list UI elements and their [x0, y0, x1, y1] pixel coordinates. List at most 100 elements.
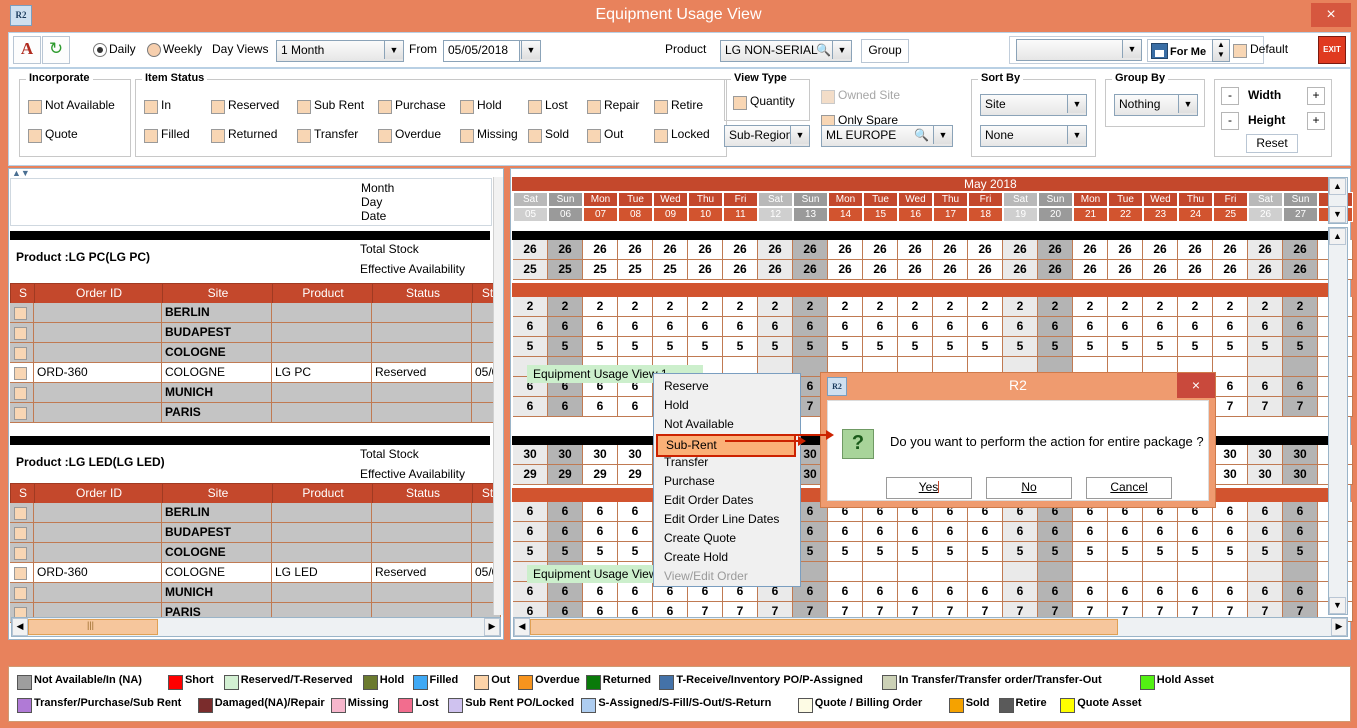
calendar-cell[interactable]: 2 — [1108, 297, 1143, 317]
calendar-cell[interactable]: 6 — [1003, 522, 1038, 542]
calendar-cell[interactable]: 6 — [1213, 317, 1248, 337]
checkbox-lost[interactable] — [528, 100, 542, 114]
refresh-icon[interactable]: ↻ — [42, 36, 70, 64]
calendar-day-header[interactable]: Mon — [1073, 192, 1108, 207]
scroll-right-icon[interactable]: ▶ — [1331, 618, 1347, 636]
column-header-product[interactable]: Product — [272, 283, 374, 305]
calendar-cell[interactable]: 30 — [1213, 465, 1248, 485]
calendar-cell[interactable]: 26 — [688, 240, 723, 260]
row-checkbox[interactable] — [14, 387, 27, 400]
calendar-body-vscrollbar[interactable]: ▲ ▼ — [1328, 227, 1348, 615]
calendar-cell[interactable]: 5 — [933, 542, 968, 562]
calendar-cell[interactable]: 5 — [618, 337, 653, 357]
calendar-cell[interactable]: 5 — [723, 337, 758, 357]
calendar-cell[interactable]: 2 — [898, 297, 933, 317]
calendar-cell[interactable]: 6 — [1178, 522, 1213, 542]
row-checkbox[interactable] — [14, 327, 27, 340]
calendar-day-header[interactable]: Mon — [583, 192, 618, 207]
calendar-cell[interactable]: 5 — [898, 542, 933, 562]
row-checkbox[interactable] — [14, 587, 27, 600]
scroll-left-icon[interactable]: ◀ — [514, 618, 530, 636]
calendar-cell[interactable]: 6 — [1178, 582, 1213, 602]
for-me-button[interactable]: For Me — [1147, 39, 1213, 62]
calendar-cell[interactable] — [1073, 562, 1108, 582]
column-header-status[interactable]: Status — [372, 483, 474, 505]
calendar-cell[interactable]: 6 — [513, 582, 548, 602]
from-date-dropdown[interactable]: ▼ — [519, 40, 541, 62]
sub-region-select[interactable]: Sub-Region ▼ — [724, 125, 810, 147]
calendar-cell[interactable]: 6 — [1213, 582, 1248, 602]
calendar-cell[interactable]: 2 — [548, 297, 583, 317]
calendar-cell[interactable]: 5 — [548, 542, 583, 562]
calendar-cell[interactable]: 5 — [1178, 542, 1213, 562]
calendar-cell[interactable] — [1213, 562, 1248, 582]
row-select-cell[interactable] — [10, 383, 34, 403]
calendar-cell[interactable]: 6 — [898, 522, 933, 542]
calendar-cell[interactable]: 26 — [828, 240, 863, 260]
row-select-cell[interactable] — [10, 543, 34, 563]
calendar-cell[interactable] — [1248, 357, 1283, 377]
column-header-product[interactable]: Product — [272, 483, 374, 505]
calendar-cell[interactable]: 30 — [1283, 445, 1318, 465]
calendar-cell[interactable]: 6 — [793, 582, 828, 602]
sort-by-secondary-select[interactable]: None ▼ — [980, 125, 1087, 147]
calendar-cell[interactable]: 6 — [1143, 582, 1178, 602]
calendar-cell[interactable]: 6 — [1213, 502, 1248, 522]
column-header-s[interactable]: S — [10, 283, 36, 305]
calendar-cell[interactable]: 6 — [583, 522, 618, 542]
calendar-day-header[interactable]: Sun — [548, 192, 583, 207]
calendar-cell[interactable]: 26 — [548, 240, 583, 260]
calendar-date-header[interactable]: 15 — [863, 207, 898, 222]
checkbox-returned[interactable] — [211, 129, 225, 143]
calendar-date-header[interactable]: 11 — [723, 207, 758, 222]
calendar-cell[interactable]: 26 — [723, 240, 758, 260]
calendar-cell[interactable]: 29 — [548, 465, 583, 485]
calendar-cell[interactable]: 2 — [1213, 297, 1248, 317]
calendar-cell[interactable]: 26 — [653, 240, 688, 260]
calendar-cell[interactable]: 6 — [1248, 522, 1283, 542]
chevron-down-icon[interactable]: ▼ — [832, 41, 851, 59]
calendar-cell[interactable]: 2 — [863, 297, 898, 317]
calendar-day-header[interactable]: Sat — [1003, 192, 1038, 207]
calendar-header-vscrollbar[interactable]: ▲ ▼ — [1328, 177, 1348, 224]
checkbox-quantity[interactable] — [733, 96, 747, 110]
radio-weekly[interactable] — [147, 43, 161, 57]
scroll-right-icon[interactable]: ▶ — [484, 618, 500, 636]
calendar-day-header[interactable]: Mon — [828, 192, 863, 207]
calendar-cell[interactable]: 5 — [688, 337, 723, 357]
calendar-cell[interactable]: 5 — [653, 337, 688, 357]
calendar-cell[interactable]: 6 — [653, 317, 688, 337]
calendar-cell[interactable]: 5 — [758, 337, 793, 357]
no-button[interactable]: No — [986, 477, 1072, 499]
calendar-cell[interactable]: 26 — [688, 260, 723, 280]
checkbox-not-available[interactable] — [28, 100, 42, 114]
calendar-date-header[interactable]: 08 — [618, 207, 653, 222]
font-icon[interactable]: A — [13, 36, 41, 64]
menu-item-reserve[interactable]: Reserve — [664, 379, 709, 393]
calendar-cell[interactable]: 5 — [1283, 542, 1318, 562]
checkbox-missing[interactable] — [460, 129, 474, 143]
chevron-down-icon[interactable]: ▼ — [790, 126, 809, 144]
calendar-cell[interactable]: 6 — [1283, 582, 1318, 602]
calendar-cell[interactable]: 26 — [1003, 260, 1038, 280]
calendar-cell[interactable]: 2 — [1283, 297, 1318, 317]
calendar-cell[interactable]: 5 — [1003, 337, 1038, 357]
calendar-cell[interactable]: 6 — [513, 522, 548, 542]
calendar-date-header[interactable]: 26 — [1248, 207, 1283, 222]
calendar-cell[interactable]: 26 — [583, 240, 618, 260]
calendar-cell[interactable]: 26 — [618, 240, 653, 260]
calendar-date-header[interactable]: 18 — [968, 207, 1003, 222]
calendar-cell[interactable]: 5 — [1143, 337, 1178, 357]
calendar-cell[interactable]: 6 — [1143, 522, 1178, 542]
calendar-cell[interactable]: 6 — [828, 582, 863, 602]
calendar-cell[interactable] — [1248, 562, 1283, 582]
column-header-order-id[interactable]: Order ID — [34, 283, 164, 305]
calendar-cell[interactable]: 2 — [793, 297, 828, 317]
calendar-cell[interactable]: 26 — [1178, 240, 1213, 260]
row-checkbox[interactable] — [14, 367, 27, 380]
calendar-cell[interactable]: 26 — [1283, 240, 1318, 260]
chevron-down-icon[interactable]: ▼ — [1122, 40, 1141, 58]
calendar-cell[interactable]: 7 — [1248, 397, 1283, 417]
calendar-cell[interactable]: 26 — [1213, 240, 1248, 260]
calendar-cell[interactable]: 5 — [863, 337, 898, 357]
